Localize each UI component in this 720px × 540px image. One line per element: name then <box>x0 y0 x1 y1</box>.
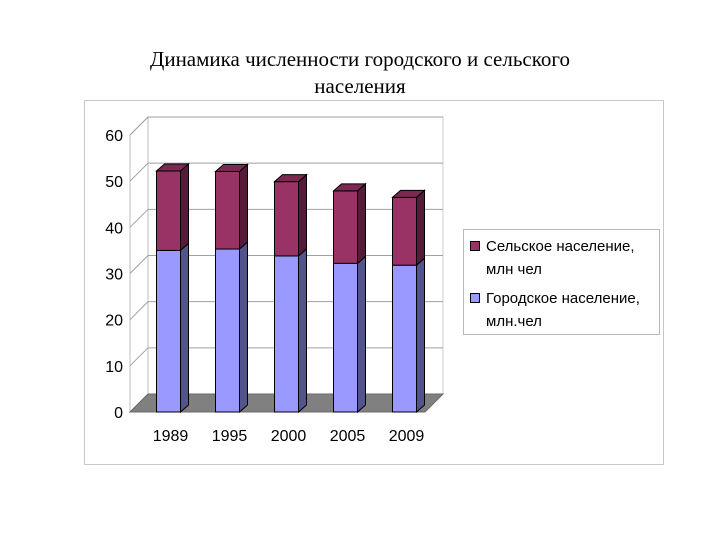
y-tick-label: 60 <box>105 128 123 145</box>
bar-segment <box>215 248 240 413</box>
legend-item-urban: Городское население, млн.чел <box>470 287 658 333</box>
x-tick-label: 1995 <box>212 428 248 445</box>
bar-segment-side <box>298 173 307 258</box>
legend-item-rural: Сельское население, млн чел <box>470 235 658 281</box>
bar-segment-side <box>180 242 189 414</box>
y-tick-label: 10 <box>105 359 123 376</box>
bar-segment-top <box>214 163 249 172</box>
gridline <box>129 116 443 136</box>
bar-segment-side <box>298 247 307 414</box>
bar-segment <box>392 196 417 266</box>
bar-segment-side <box>239 163 248 251</box>
x-tick-label: 2009 <box>389 428 425 445</box>
chart-title-line-1: Динамика численности городского и сельск… <box>150 47 570 71</box>
y-tick-label: 40 <box>105 220 123 237</box>
bar-segment-side <box>357 255 366 414</box>
legend-swatch-rural <box>470 241 480 251</box>
bar-segment-side <box>416 189 425 267</box>
bar-segment-top <box>273 174 308 183</box>
bar-segment <box>156 170 181 251</box>
x-tick-label: 2000 <box>271 428 307 445</box>
x-tick-label: 2005 <box>330 428 366 445</box>
bar-segment <box>274 255 299 413</box>
bar-segment-side <box>357 182 366 265</box>
chart-title: Динамика численности городского и сельск… <box>60 46 660 100</box>
bar-segment <box>274 181 299 257</box>
bar-segment-top <box>391 189 426 198</box>
bar-segment <box>333 262 358 413</box>
x-tick-label: 1989 <box>153 428 189 445</box>
chart-title-line-2: населения <box>314 74 406 98</box>
bar-segment <box>156 249 181 413</box>
y-tick-label: 20 <box>105 313 123 330</box>
bar-segment <box>392 264 417 413</box>
y-tick-label: 0 <box>114 405 123 422</box>
legend-label-rural-line-2: млн чел <box>486 261 542 278</box>
legend-label-rural-line-1: Сельское население, <box>486 238 635 255</box>
legend-swatch-urban <box>470 293 480 303</box>
bar-segment <box>333 190 358 264</box>
chart-legend: Сельское население, млн чел Городское на… <box>463 229 660 335</box>
gridline <box>129 162 443 182</box>
bar-segment <box>215 170 240 250</box>
bar-segment-side <box>239 240 248 414</box>
bar-segment-side <box>416 257 425 414</box>
bar-segment-side <box>180 162 189 252</box>
bar-segment-top <box>155 163 190 172</box>
bar-segment-top <box>332 183 367 192</box>
legend-label-urban-line-1: Городское население, <box>486 290 640 307</box>
legend-label-urban-line-2: млн.чел <box>486 313 542 330</box>
y-tick-label: 30 <box>105 267 123 284</box>
y-tick-label: 50 <box>105 174 123 191</box>
